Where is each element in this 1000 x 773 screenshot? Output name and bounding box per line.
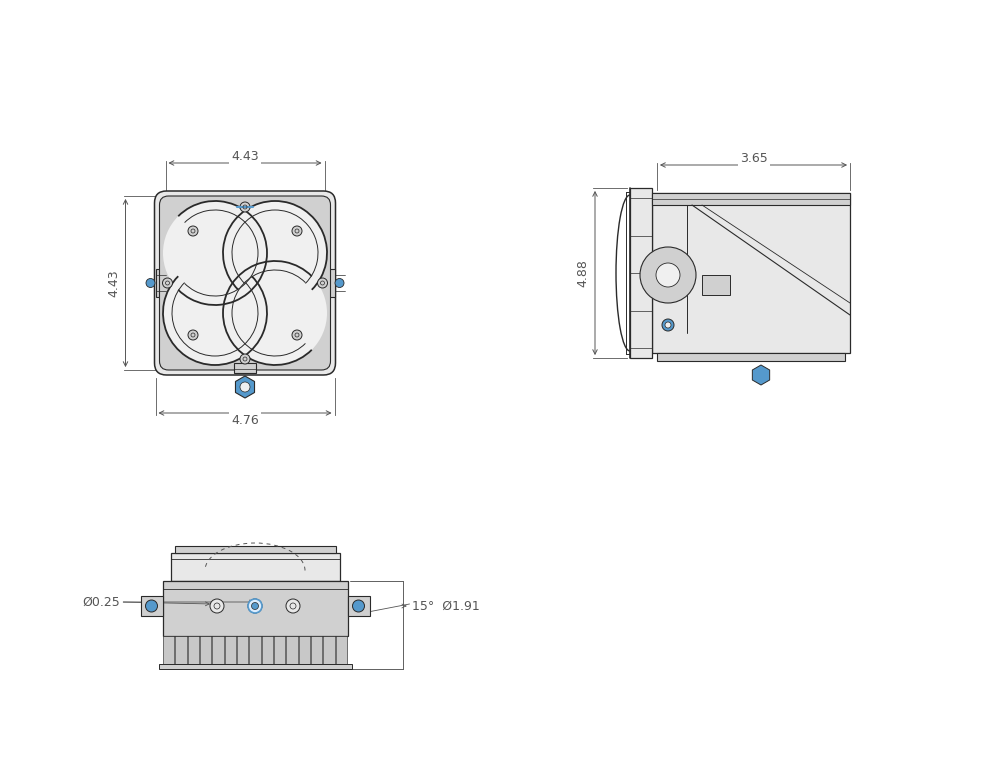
Text: 4.43: 4.43 <box>231 149 259 162</box>
Circle shape <box>662 319 674 331</box>
Circle shape <box>146 600 158 612</box>
Bar <box>188 635 199 663</box>
Circle shape <box>318 278 328 288</box>
Text: Ø0.25: Ø0.25 <box>82 595 120 608</box>
Bar <box>158 663 352 669</box>
Circle shape <box>240 354 250 364</box>
Bar <box>311 635 322 663</box>
Circle shape <box>188 226 198 236</box>
Bar <box>163 635 174 663</box>
Circle shape <box>665 322 671 328</box>
Bar <box>175 635 187 663</box>
Circle shape <box>335 278 344 288</box>
Text: 4.88: 4.88 <box>576 259 590 287</box>
FancyBboxPatch shape <box>154 191 336 375</box>
Circle shape <box>656 263 680 287</box>
Bar <box>237 635 248 663</box>
Circle shape <box>163 261 267 365</box>
Bar <box>348 596 370 616</box>
Circle shape <box>248 599 262 613</box>
Bar <box>336 635 347 663</box>
Circle shape <box>146 278 155 288</box>
Bar <box>702 275 730 295</box>
Circle shape <box>286 599 300 613</box>
Bar <box>324 269 334 297</box>
Circle shape <box>188 330 198 340</box>
Circle shape <box>240 382 250 392</box>
Circle shape <box>210 599 224 613</box>
Bar <box>140 596 162 616</box>
Bar <box>156 269 166 297</box>
Bar <box>323 635 335 663</box>
Bar <box>274 635 285 663</box>
Circle shape <box>292 226 302 236</box>
Bar <box>225 635 236 663</box>
Circle shape <box>240 202 250 212</box>
Bar <box>175 546 336 553</box>
Polygon shape <box>752 365 770 385</box>
Text: 15°  Ø1.91: 15° Ø1.91 <box>412 600 479 612</box>
Circle shape <box>163 201 267 305</box>
Bar <box>170 553 340 581</box>
Circle shape <box>352 600 364 612</box>
Bar <box>652 193 850 205</box>
Bar <box>630 188 652 358</box>
Bar <box>299 635 310 663</box>
Circle shape <box>640 247 696 303</box>
Text: 4.76: 4.76 <box>231 414 259 427</box>
Circle shape <box>223 261 327 365</box>
Polygon shape <box>235 376 255 398</box>
Bar <box>652 193 850 353</box>
Circle shape <box>223 201 327 305</box>
Circle shape <box>162 278 173 288</box>
Bar <box>286 635 298 663</box>
Circle shape <box>292 330 302 340</box>
Circle shape <box>248 599 262 613</box>
Bar <box>212 635 224 663</box>
Bar <box>262 635 273 663</box>
Bar <box>234 363 256 373</box>
Bar <box>657 353 845 361</box>
Bar <box>200 635 211 663</box>
Text: 4.43: 4.43 <box>107 269 120 297</box>
Text: 3.65: 3.65 <box>740 152 767 165</box>
Bar <box>249 635 261 663</box>
FancyBboxPatch shape <box>160 196 330 370</box>
Bar <box>162 581 348 635</box>
Circle shape <box>252 602 258 609</box>
